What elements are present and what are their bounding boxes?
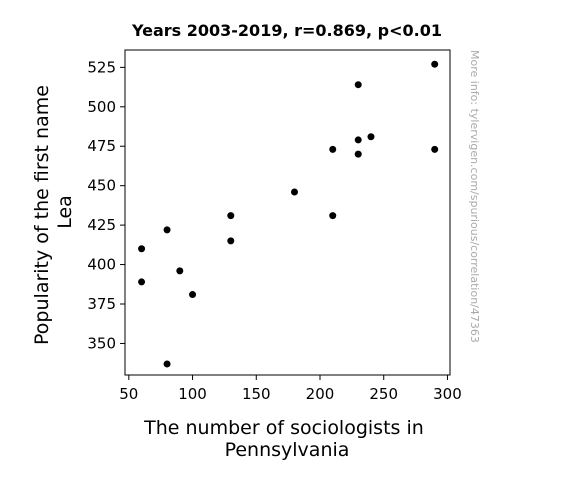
data-point [227,237,235,245]
chart-title: Years 2003-2019, r=0.869, p<0.01 [131,21,442,40]
y-tick-label: 400 [87,256,116,274]
x-tick-label: 300 [433,385,462,403]
data-point [431,60,439,68]
data-point [138,278,146,286]
x-axis-label: The number of sociologists in Pennsylvan… [143,417,430,461]
data-point [189,291,197,299]
y-axis-label: Popularity of the first name Lea [31,79,76,345]
x-axis-label-line-1: The number of sociologists in [143,417,424,439]
data-point [354,150,362,158]
y-tick-label: 475 [87,137,116,155]
x-tick-label: 150 [242,385,271,403]
data-point [291,188,299,196]
y-tick-label: 450 [87,177,116,195]
y-tick-label: 425 [87,216,116,234]
data-point [163,226,171,234]
y-tick-label: 375 [87,295,116,313]
watermark-source: More info: tylervigen.com/spurious/corre… [468,50,481,343]
y-tick-label: 350 [87,334,116,352]
y-axis: 350 375 400 425 450 475 500 525 [87,58,125,352]
data-point [431,145,439,153]
x-axis-label-line-2: Pennsylvania [225,439,350,461]
x-tick-label: 200 [306,385,335,403]
data-point [138,245,146,253]
x-tick-label: 100 [178,385,207,403]
data-point [329,212,337,220]
data-point [367,133,375,141]
y-tick-label: 525 [87,58,116,76]
data-point [329,145,337,153]
data-point [354,136,362,144]
y-axis-label-line-1: Popularity of the first name [31,85,53,345]
y-axis-label-line-2: Lea [54,195,76,229]
data-point [176,267,184,275]
data-point [227,212,235,220]
x-tick-label: 50 [119,385,138,403]
x-tick-label: 250 [369,385,398,403]
plot-area [124,49,451,376]
data-point [163,360,171,368]
y-tick-label: 500 [87,98,116,116]
x-axis: 50 100 150 200 250 300 [119,375,462,403]
data-points [138,60,439,368]
data-point [354,81,362,89]
